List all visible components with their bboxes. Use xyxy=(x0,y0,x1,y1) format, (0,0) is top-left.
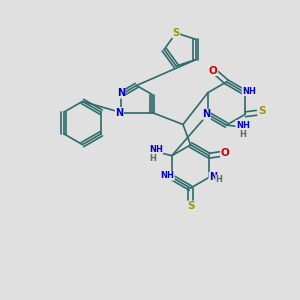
Text: N: N xyxy=(202,109,210,119)
Text: S: S xyxy=(172,28,180,38)
Text: N: N xyxy=(209,172,217,182)
Text: H: H xyxy=(216,175,223,184)
Text: S: S xyxy=(187,201,194,211)
Text: O: O xyxy=(209,65,218,76)
Text: NH: NH xyxy=(160,171,174,180)
Text: NH: NH xyxy=(149,145,163,154)
Text: O: O xyxy=(221,148,230,158)
Text: H: H xyxy=(239,130,246,139)
Text: N: N xyxy=(117,88,125,98)
Text: NH: NH xyxy=(236,121,250,130)
Text: S: S xyxy=(258,106,266,116)
Text: H: H xyxy=(149,154,156,163)
Text: NH: NH xyxy=(242,87,256,96)
Text: N: N xyxy=(115,107,124,118)
